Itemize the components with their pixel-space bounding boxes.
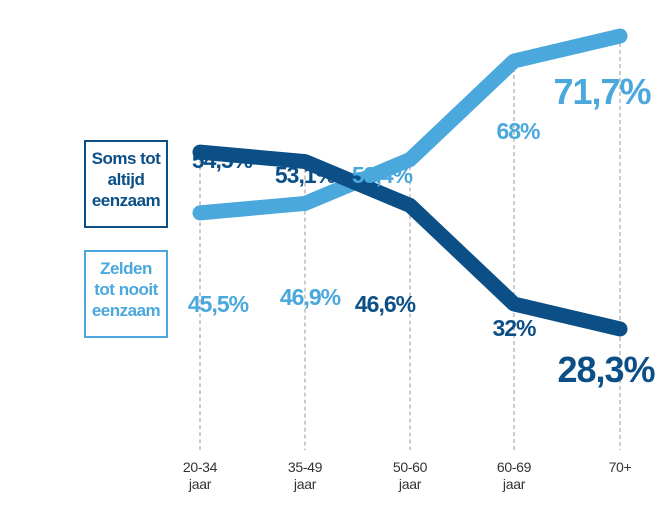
legend-zelden-tot-nooit-eenzaam: Zelden tot nooit eenzaam bbox=[84, 250, 168, 338]
data-label-0-1: 53,1% bbox=[275, 162, 336, 188]
data-label-1-0: 45,5% bbox=[188, 291, 249, 317]
x-tick-label-2-1: jaar bbox=[398, 476, 422, 492]
x-tick-label-1-0: 35-49 bbox=[288, 459, 323, 475]
data-label-0-2: 46,6% bbox=[355, 291, 416, 317]
x-tick-label-1-1: jaar bbox=[293, 476, 317, 492]
x-tick-label-0-1: jaar bbox=[188, 476, 212, 492]
data-label-0-0: 54,5% bbox=[192, 147, 253, 173]
x-tick-label-2-0: 50-60 bbox=[393, 459, 428, 475]
legend-line-2: altijd bbox=[107, 170, 145, 189]
legend-soms-tot-altijd-eenzaam: Soms tot altijd eenzaam bbox=[84, 140, 168, 228]
legend-line-3: eenzaam bbox=[91, 301, 161, 320]
data-label-1-4: 71,7% bbox=[553, 71, 651, 112]
legend-line-2: tot nooit bbox=[94, 280, 158, 299]
data-label-1-2: 53,4% bbox=[352, 162, 413, 188]
series-line-0 bbox=[192, 144, 628, 337]
x-tick-label-4-0: 70+ bbox=[609, 459, 632, 475]
legend-line-3: eenzaam bbox=[91, 191, 161, 210]
data-label-0-4: 28,3% bbox=[557, 349, 655, 390]
x-tick-label-0-0: 20-34 bbox=[183, 459, 218, 475]
data-label-1-1: 46,9% bbox=[280, 284, 341, 310]
legend-line-1: Soms tot bbox=[91, 149, 161, 168]
x-tick-label-3-1: jaar bbox=[502, 476, 526, 492]
legend-line-1: Zelden bbox=[100, 259, 152, 278]
x-tick-label-3-0: 60-69 bbox=[497, 459, 532, 475]
series-line-1 bbox=[192, 28, 628, 221]
data-label-0-3: 32% bbox=[492, 315, 536, 341]
data-label-1-3: 68% bbox=[496, 118, 540, 144]
